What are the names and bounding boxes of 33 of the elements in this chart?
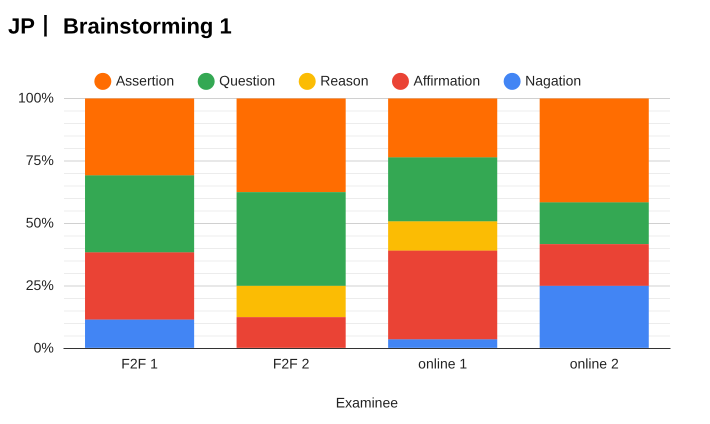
x-tick-label: online 2 xyxy=(570,356,619,372)
bar xyxy=(85,98,194,176)
x-tick-label: F2F 1 xyxy=(121,356,158,372)
x-tick-label: F2F 2 xyxy=(272,356,310,372)
bar xyxy=(236,98,346,192)
chart-title: JP丨 Brainstorming 1 xyxy=(8,13,232,38)
bar xyxy=(540,202,649,244)
y-tick-label: 100% xyxy=(18,89,54,106)
bar xyxy=(388,221,498,251)
bar xyxy=(388,157,498,222)
bar xyxy=(388,98,498,158)
legend-label: Question xyxy=(219,72,276,88)
bar xyxy=(388,339,498,348)
legend-label: Assertion xyxy=(116,72,174,88)
y-tick-label: 0% xyxy=(34,339,54,356)
legend-label: Reason xyxy=(320,72,368,88)
bar xyxy=(540,286,649,348)
bar xyxy=(236,317,346,348)
bar xyxy=(85,175,194,252)
bar xyxy=(85,252,194,320)
x-axis-title: Examinee xyxy=(336,394,398,410)
bar xyxy=(236,286,346,318)
bar xyxy=(388,250,498,340)
legend-label: Affirmation xyxy=(413,72,480,88)
bar xyxy=(540,244,649,286)
y-tick-label: 50% xyxy=(26,214,54,230)
bar xyxy=(236,192,346,286)
bar xyxy=(85,320,194,348)
x-tick-label: online 1 xyxy=(418,356,468,372)
legend-label: Nagation xyxy=(525,72,582,88)
y-tick-label: 25% xyxy=(26,276,54,293)
bar xyxy=(540,98,649,202)
y-tick-label: 75% xyxy=(26,152,54,168)
